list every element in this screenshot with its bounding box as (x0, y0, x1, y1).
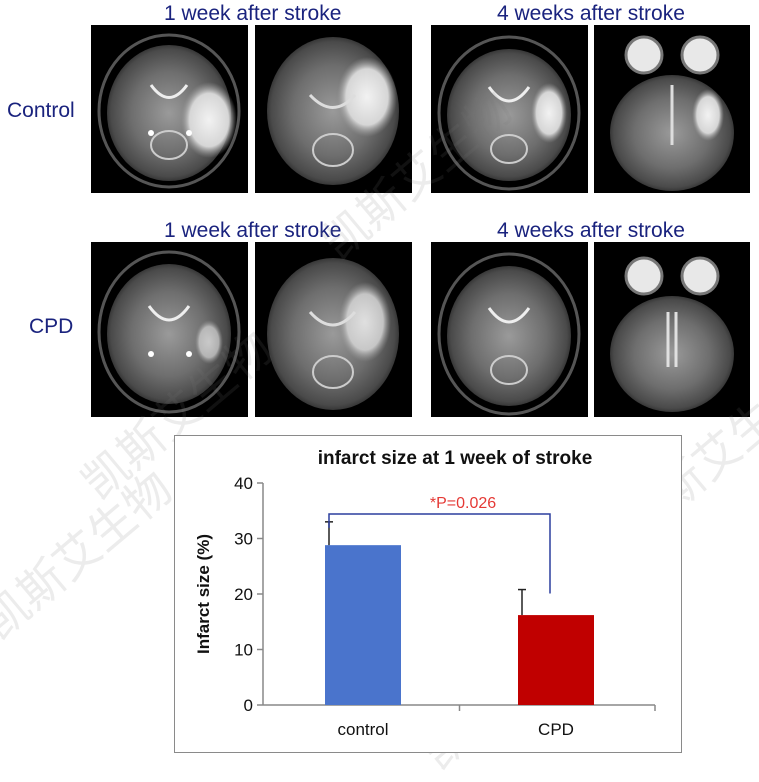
chart-title: infarct size at 1 week of stroke (318, 448, 593, 469)
bar-chart: infarct size at 1 week of stroke Infarct… (194, 448, 656, 739)
bar-control (325, 545, 401, 705)
label-1-week-bottom: 1 week after stroke (164, 219, 342, 242)
mri-cpd-1week-a (91, 242, 248, 417)
mri-cpd-4weeks-a (431, 242, 588, 417)
mri-control-4weeks-b (594, 25, 750, 193)
significance-bracket (328, 513, 551, 594)
mri-control-4weeks-a (431, 25, 588, 193)
row-label-control: Control (7, 99, 75, 122)
mri-cpd-1week-b (255, 242, 412, 417)
bar-chart-panel: infarct size at 1 week of stroke Infarct… (174, 435, 682, 753)
mri-control-1week-b (255, 25, 412, 193)
significance-label: *P=0.026 (430, 495, 496, 512)
y-tick-label: 30 (234, 530, 253, 549)
y-axis-label: Infarct size (%) (194, 534, 213, 654)
y-tick-label: 40 (234, 474, 253, 493)
watermark-4: 凯斯艾生物 (0, 460, 183, 650)
label-4-weeks-bottom: 4 weeks after stroke (497, 219, 685, 242)
mri-control-1week-a (91, 25, 248, 193)
row-label-cpd: CPD (29, 315, 74, 338)
label-4-weeks-top: 4 weeks after stroke (497, 2, 685, 25)
y-tick-label: 20 (234, 585, 253, 604)
y-tick-label: 10 (234, 641, 253, 660)
y-tick-label: 0 (244, 696, 253, 715)
x-tick-label-control: control (337, 720, 388, 739)
bar-CPD (518, 615, 594, 705)
x-tick-label-CPD: CPD (538, 720, 574, 739)
mri-cpd-4weeks-b (594, 242, 750, 417)
label-1-week-top: 1 week after stroke (164, 2, 342, 25)
